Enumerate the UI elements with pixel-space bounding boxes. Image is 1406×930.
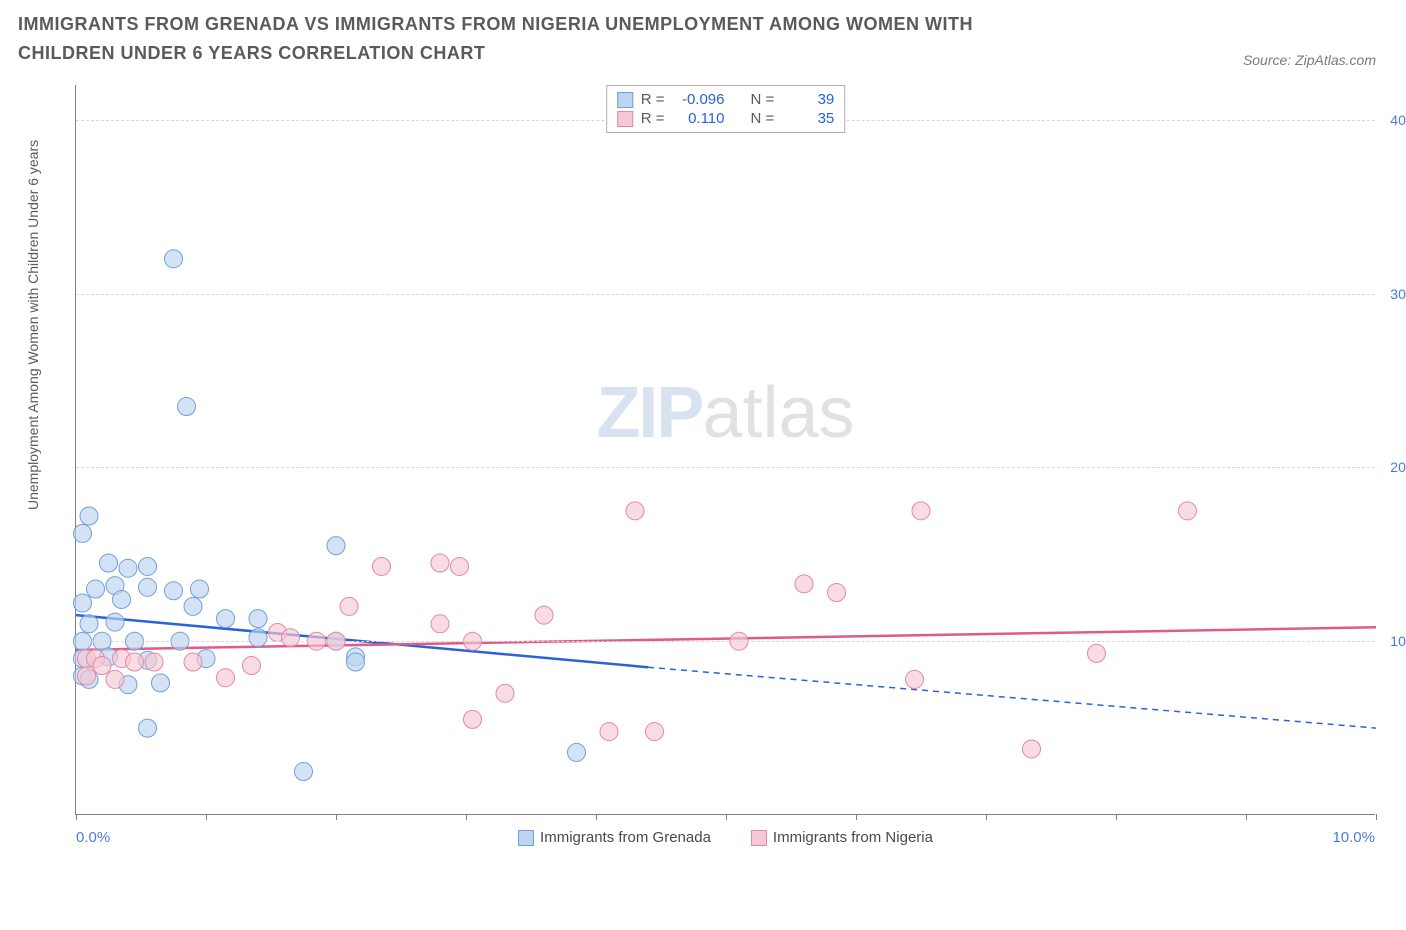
data-point	[165, 250, 183, 268]
data-point	[912, 502, 930, 520]
y-tick-label: 20.0%	[1390, 459, 1406, 475]
data-point	[373, 557, 391, 575]
trend-line-extrapolated	[648, 667, 1376, 728]
swatch-nigeria-bottom	[751, 830, 767, 846]
stats-row-nigeria: R = 0.110 N = 35	[617, 109, 835, 128]
data-point	[795, 575, 813, 593]
x-tick	[76, 814, 77, 820]
n-value-nigeria: 35	[782, 110, 834, 127]
r-label: R =	[641, 110, 665, 127]
data-point	[347, 653, 365, 671]
data-point	[184, 653, 202, 671]
n-label: N =	[751, 91, 775, 108]
x-tick	[726, 814, 727, 820]
data-point	[431, 615, 449, 633]
swatch-nigeria	[617, 111, 633, 127]
legend-label-grenada: Immigrants from Grenada	[540, 829, 711, 846]
swatch-grenada-bottom	[518, 830, 534, 846]
data-point	[646, 723, 664, 741]
x-tick	[1116, 814, 1117, 820]
data-point	[535, 606, 553, 624]
y-tick-label: 30.0%	[1390, 286, 1406, 302]
stats-legend-box: R = -0.096 N = 39 R = 0.110 N = 35	[606, 85, 846, 133]
x-tick	[856, 814, 857, 820]
data-point	[451, 557, 469, 575]
data-point	[906, 670, 924, 688]
data-point	[249, 610, 267, 628]
data-point	[139, 719, 157, 737]
x-tick	[1376, 814, 1377, 820]
data-point	[464, 710, 482, 728]
legend-item-grenada: Immigrants from Grenada	[518, 829, 711, 846]
data-point	[327, 537, 345, 555]
data-point	[145, 653, 163, 671]
data-point	[184, 597, 202, 615]
chart-source: Source: ZipAtlas.com	[1243, 52, 1376, 68]
swatch-grenada	[617, 92, 633, 108]
data-point	[626, 502, 644, 520]
gridline	[76, 467, 1375, 468]
data-point	[249, 629, 267, 647]
data-point	[100, 554, 118, 572]
scatter-plot-svg	[76, 85, 1375, 814]
data-point	[119, 559, 137, 577]
x-tick	[986, 814, 987, 820]
stats-row-grenada: R = -0.096 N = 39	[617, 90, 835, 109]
chart-area: Unemployment Among Women with Children U…	[45, 85, 1385, 845]
data-point	[1179, 502, 1197, 520]
legend-item-nigeria: Immigrants from Nigeria	[751, 829, 933, 846]
data-point	[113, 590, 131, 608]
legend-label-nigeria: Immigrants from Nigeria	[773, 829, 933, 846]
data-point	[106, 613, 124, 631]
y-axis-label: Unemployment Among Women with Children U…	[25, 140, 41, 510]
data-point	[126, 653, 144, 671]
y-tick-label: 40.0%	[1390, 112, 1406, 128]
data-point	[93, 657, 111, 675]
x-tick	[206, 814, 207, 820]
x-tick	[596, 814, 597, 820]
data-point	[165, 582, 183, 600]
y-tick-label: 10.0%	[1390, 633, 1406, 649]
x-tick	[1246, 814, 1247, 820]
data-point	[217, 669, 235, 687]
data-point	[1023, 740, 1041, 758]
chart-title: IMMIGRANTS FROM GRENADA VS IMMIGRANTS FR…	[18, 10, 1068, 68]
data-point	[178, 398, 196, 416]
r-value-grenada: -0.096	[673, 91, 725, 108]
data-point	[191, 580, 209, 598]
data-point	[282, 629, 300, 647]
x-min-label: 0.0%	[76, 829, 110, 846]
data-point	[139, 557, 157, 575]
gridline	[76, 641, 1375, 642]
x-max-label: 10.0%	[1332, 829, 1375, 846]
x-tick	[336, 814, 337, 820]
data-point	[80, 507, 98, 525]
data-point	[243, 657, 261, 675]
data-point	[80, 615, 98, 633]
n-value-grenada: 39	[782, 91, 834, 108]
data-point	[1088, 644, 1106, 662]
data-point	[340, 597, 358, 615]
n-label: N =	[751, 110, 775, 127]
data-point	[568, 743, 586, 761]
data-point	[496, 684, 514, 702]
x-tick	[466, 814, 467, 820]
data-point	[828, 584, 846, 602]
data-point	[106, 670, 124, 688]
data-point	[74, 524, 92, 542]
data-point	[77, 667, 95, 685]
data-point	[152, 674, 170, 692]
data-point	[87, 580, 105, 598]
data-point	[431, 554, 449, 572]
plot-region: ZIPatlas R = -0.096 N = 39 R = 0.110 N =…	[75, 85, 1375, 815]
data-point	[217, 610, 235, 628]
r-value-nigeria: 0.110	[673, 110, 725, 127]
x-axis-legend-row: 0.0% Immigrants from Grenada Immigrants …	[76, 829, 1375, 846]
data-point	[139, 578, 157, 596]
r-label: R =	[641, 91, 665, 108]
gridline	[76, 294, 1375, 295]
data-point	[295, 763, 313, 781]
data-point	[600, 723, 618, 741]
data-point	[74, 594, 92, 612]
